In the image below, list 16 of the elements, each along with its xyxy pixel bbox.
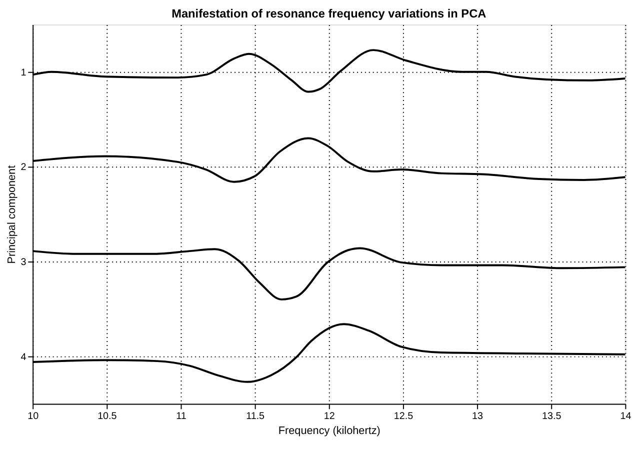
x-tick-label: 12 (324, 411, 335, 422)
y-tick-label: 1 (20, 67, 26, 78)
x-tick-label: 11 (176, 411, 186, 422)
x-axis-title: Frequency (kilohertz) (278, 424, 380, 437)
x-tick-label: 13 (472, 411, 484, 422)
y-tick-label: 3 (20, 256, 27, 268)
x-tick-label: 10 (28, 411, 40, 422)
y-tick-label: 2 (20, 162, 26, 174)
chart-title: Manifestation of resonance frequency variations in PCA (172, 6, 487, 21)
x-tick-label: 13.5 (542, 411, 562, 422)
x-tick-label: 10.5 (98, 411, 118, 422)
x-tick-label: 14 (620, 411, 632, 422)
x-tick-label: 12.5 (394, 411, 414, 422)
y-axis-title: Principal component (6, 165, 18, 264)
x-tick-label: 11.5 (246, 411, 266, 422)
y-tick-label: 4 (20, 352, 27, 363)
